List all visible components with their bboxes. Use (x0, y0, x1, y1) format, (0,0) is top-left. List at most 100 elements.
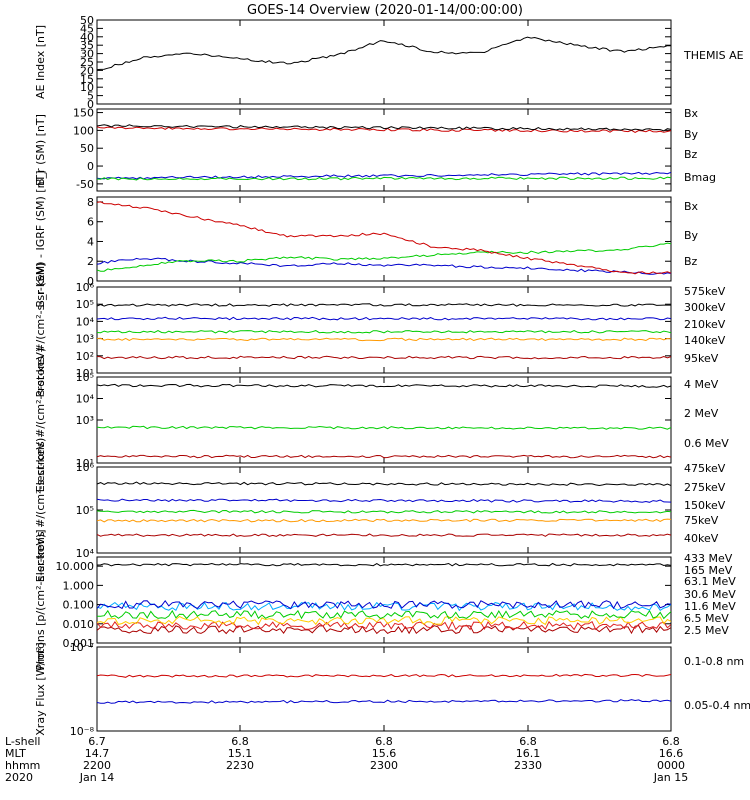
series-group (97, 124, 671, 181)
y-tick-label: 10³ (76, 333, 94, 346)
panel-frame (96, 466, 672, 554)
legend-entry: 0.05-0.4 nm (684, 699, 750, 712)
series-line-140kev (97, 316, 671, 321)
footer-label-year: 2020 (5, 771, 33, 784)
panel-3: 0 2 4 6 8 B_r (SM) - IGRF (SM) [nT] Bx By Bz (34, 170, 699, 307)
y-tick-label: 0 (87, 275, 94, 288)
panel-8: 10⁻⁸ 10⁻⁷ Xray Flux [W/m²] 0.1-0.8 nm 0.05-0… (34, 641, 750, 738)
y-tick-label: 40 (80, 31, 94, 44)
series-group (97, 562, 671, 635)
y-tick-label: 10.000 (56, 560, 95, 573)
series-line-275kev (97, 518, 671, 523)
legend-entry: 165 MeV (684, 564, 733, 577)
y-tick-label: 35 (80, 39, 94, 52)
y-tick-label: -50 (76, 178, 94, 191)
y-tick-label: 10⁶ (76, 461, 95, 474)
series-line-300kev (97, 337, 671, 342)
panel-frame (96, 19, 672, 105)
y-tick-label: 4 (87, 235, 94, 248)
footer-label-hhmm: hhmm (5, 759, 40, 772)
y-tick-label: 0.010 (63, 618, 95, 631)
legend-entry: 30.6 MeV (684, 588, 736, 601)
footer-tick-hhmm: 2330 (514, 759, 542, 772)
legend-entry: Bz (684, 148, 698, 161)
y-tick-label: 10⁶ (76, 281, 95, 294)
y-tick-label: 10⁻⁸ (70, 725, 95, 738)
y-tick-label: 8 (87, 196, 94, 209)
y-tick-label: 50 (80, 142, 94, 155)
footer-label-lshell: L-shell (5, 735, 41, 748)
footer-tick-hhmm: 2200 (83, 759, 111, 772)
y-axis-label: B_r (SM) - IGRF (SM) [nT] (34, 170, 47, 307)
y-tick-label: 0 (87, 160, 94, 173)
y-tick-label: 15 (80, 73, 94, 86)
series-line-by (97, 242, 671, 272)
y-axis-label: Protons [p/(cm²-s-sr-keV)] (34, 529, 47, 670)
footer-tick-lshell: 6.8 (662, 735, 680, 748)
legend-entry: 40keV (684, 532, 719, 545)
y-tick-label: 45 (80, 22, 94, 35)
y-tick-label: 10⁴ (76, 393, 95, 406)
series-line-0-1-0-8-nm (97, 673, 671, 678)
y-tick-label: 2 (87, 255, 94, 268)
footer-tick-hhmm: 0000 (657, 759, 685, 772)
y-tick-label: 1.000 (63, 579, 95, 592)
series-line-30-6-mev (97, 609, 671, 620)
y-tick-label: 10⁻⁷ (70, 641, 94, 654)
panel-frame (96, 646, 672, 732)
series-line-2-5-mev (97, 562, 671, 567)
legend-entry: 433 MeV (684, 552, 733, 565)
y-tick-label: 6 (87, 216, 94, 229)
legend-entry: 475keV (684, 462, 726, 475)
series-line-63-1-mev (97, 615, 671, 626)
legend-entry: 210keV (684, 318, 726, 331)
series-line-by (97, 176, 671, 181)
y-tick-label: 25 (80, 56, 94, 69)
footer-tick-hhmm: 2300 (370, 759, 398, 772)
series-line-0-6-mev (97, 383, 671, 388)
legend-entry: By (684, 229, 699, 242)
legend-entry: 95keV (684, 352, 719, 365)
series-line-2-mev (97, 425, 671, 430)
legend-entry: Bmag (684, 171, 716, 184)
legend-entry: Bz (684, 255, 698, 268)
series-line-bx (97, 171, 671, 180)
series-line-4-mev (97, 454, 671, 459)
series-line-bmag (97, 124, 671, 132)
legend-entry: 275keV (684, 481, 726, 494)
series-line-40kev (97, 481, 671, 487)
legend-entry: 6.5 MeV (684, 612, 729, 625)
y-tick-label: 10² (76, 350, 94, 363)
legend-entry: 63.1 MeV (684, 575, 736, 588)
figure-title: GOES-14 Overview (2020-01-14/00:00:00) (247, 3, 523, 18)
legend-entry: 150keV (684, 499, 726, 512)
series-line-0-05-0-4-nm (97, 699, 671, 704)
y-tick-label: 10⁴ (76, 315, 95, 328)
legend-entry: 2.5 MeV (684, 624, 729, 637)
y-tick-label: 0.001 (63, 637, 95, 650)
y-axis-label: B_r (SM) [nT] (34, 114, 47, 186)
footer-tick-mlt: 14.7 (85, 747, 110, 760)
footer-tick-mlt: 16.1 (516, 747, 541, 760)
series-line-575kev (97, 355, 671, 360)
footer-tick-date: Jan 15 (653, 771, 688, 784)
footer-tick-lshell: 6.7 (88, 735, 106, 748)
y-tick-label: 0.100 (63, 599, 95, 612)
series-group (97, 201, 671, 275)
series-group (97, 383, 671, 459)
series-group (97, 481, 671, 537)
legend-entry: Bx (684, 200, 699, 213)
y-tick-label: 10¹ (76, 457, 94, 470)
footer-tick-lshell: 6.8 (375, 735, 393, 748)
series-line-bz (97, 126, 671, 133)
series-line-433-mev (97, 625, 671, 635)
footer-tick-mlt: 16.6 (659, 747, 684, 760)
footer-tick-lshell: 6.8 (519, 735, 537, 748)
footer-tick-mlt: 15.6 (372, 747, 397, 760)
series-line-210kev (97, 330, 671, 334)
panel-frame (96, 286, 672, 374)
panel-5: 10¹ 10³ 10⁴ 10⁵ Electrons #/(cm²-s-sr-keV) 4 … (34, 348, 729, 492)
series-group (97, 673, 671, 704)
